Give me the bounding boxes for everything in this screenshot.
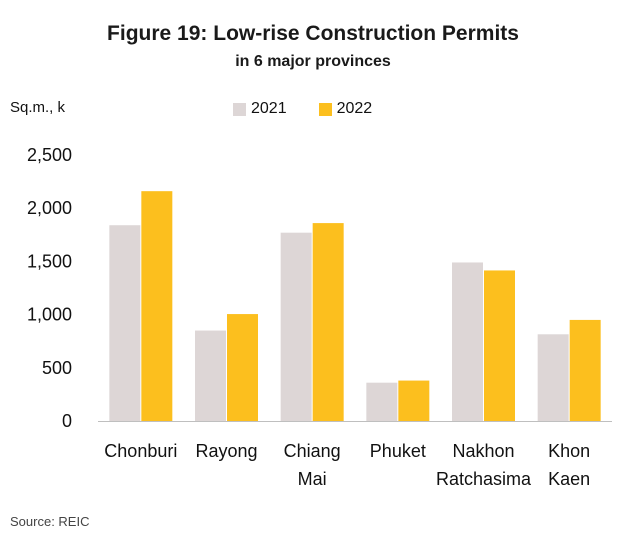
chart-legend: 2021 2022 [233, 100, 404, 118]
y-axis-unit-label: Sq.m., k [10, 99, 66, 116]
legend-swatch-2021 [233, 102, 246, 116]
y-tick-label: 1,000 [27, 305, 72, 325]
x-category-label: Ratchasima [436, 469, 532, 489]
y-tick-label: 500 [42, 358, 72, 378]
bar-2022-khon-kaen [569, 319, 601, 421]
x-category-label: Chonburi [104, 441, 177, 461]
y-tick-label: 1,500 [27, 251, 72, 271]
bar-2021-nakhon-ratchasima [452, 262, 483, 421]
legend-item-2022: 2022 [318, 100, 373, 118]
chart-title: Figure 19: Low-rise Construction Permits [107, 22, 519, 45]
y-tick-label: 0 [62, 411, 72, 431]
bar-2021-phuket [366, 382, 398, 421]
bar-2021-rayong [195, 330, 226, 421]
x-category-label: Kaen [548, 469, 590, 489]
x-category-label: Nakhon [452, 441, 514, 461]
y-tick-label: 2,500 [27, 145, 72, 165]
bar-2021-chonburi [109, 225, 141, 421]
bar-2022-phuket [398, 380, 430, 421]
x-category-label: Phuket [370, 441, 426, 461]
bar-2022-rayong [227, 314, 258, 421]
legend-item-2021: 2021 [233, 100, 287, 118]
legend-swatch-2022 [318, 102, 332, 116]
x-category-label: Mai [298, 469, 327, 489]
bar-2022-chonburi [141, 191, 173, 421]
legend-label-2021: 2021 [251, 100, 287, 117]
bar-2021-chiang-mai [280, 232, 312, 421]
legend-label-2022: 2022 [336, 100, 373, 117]
bar-2021-khon-kaen [537, 334, 569, 421]
y-tick-label: 2,000 [27, 198, 72, 218]
source-note: Source: REIC [10, 514, 90, 529]
bar-2022-nakhon-ratchasima [484, 270, 515, 421]
x-category-label: Khon [548, 441, 590, 461]
bar-2022-chiang-mai [312, 223, 344, 421]
chart-subtitle: in 6 major provinces [235, 53, 391, 70]
x-category-label: Chiang [284, 441, 341, 461]
x-category-label: Rayong [195, 441, 257, 461]
